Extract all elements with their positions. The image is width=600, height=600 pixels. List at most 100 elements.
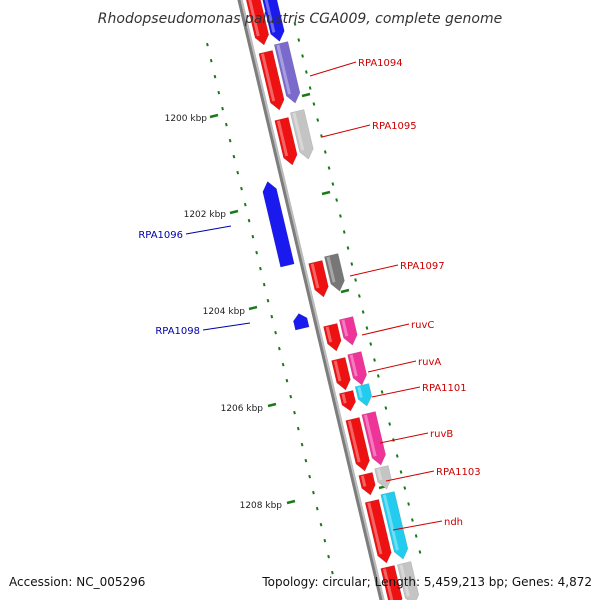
gene-label-ruvb[interactable]: ruvB bbox=[430, 429, 453, 440]
scale-dot-left bbox=[323, 538, 327, 543]
scale-dot-left bbox=[221, 106, 224, 111]
scale-tick-mark bbox=[229, 209, 239, 215]
gene-label-rpa1095[interactable]: RPA1095 bbox=[372, 121, 417, 132]
gene-arrow-ruva-shine bbox=[333, 360, 342, 382]
gene-arrow-rpa1101-shine bbox=[341, 393, 347, 404]
gene-box-rpa1094 bbox=[273, 41, 301, 104]
gene-box-bottom-shine bbox=[399, 564, 410, 597]
gene-box-ruvc bbox=[338, 316, 358, 346]
scale-dots bbox=[206, 22, 422, 575]
scale-dot-right bbox=[297, 38, 301, 42]
scale-dot-left bbox=[270, 314, 274, 319]
gene-box-top-shine bbox=[264, 0, 276, 33]
scale-dot-right bbox=[365, 326, 369, 330]
gene-box-rpa1097 bbox=[324, 253, 345, 292]
scale-dot-right bbox=[361, 310, 365, 314]
scale-dot-left bbox=[236, 170, 240, 175]
scale-dot-left bbox=[209, 58, 213, 63]
gene-label-rpa1098[interactable]: RPA1098 bbox=[155, 326, 200, 337]
gene-arrow-rpa1094 bbox=[258, 50, 285, 111]
scale-tick-mark bbox=[267, 402, 277, 408]
gene-label-ruvc[interactable]: ruvC bbox=[411, 320, 434, 331]
scale-tick-mark bbox=[286, 499, 296, 505]
scale-dot-left bbox=[266, 298, 270, 303]
scale-dot-left bbox=[327, 554, 330, 559]
scale-dot-left bbox=[312, 490, 315, 495]
scale-dot-left bbox=[331, 570, 334, 575]
scale-dot-left bbox=[243, 202, 247, 207]
backbone-highlight bbox=[240, 0, 385, 600]
leader-line-forward bbox=[392, 520, 443, 531]
scale-dot-right bbox=[342, 230, 346, 234]
gene-box-ruva bbox=[347, 351, 368, 386]
scale-dot-left bbox=[224, 122, 228, 127]
gene-arrow-rpa1097-shine bbox=[310, 263, 320, 289]
genome-summary-text: Topology: circular; Length: 5,459,213 bp… bbox=[261, 575, 592, 589]
scale-dot-left bbox=[262, 282, 266, 287]
gene-box-ndh bbox=[380, 491, 409, 560]
gene-arrow-rpa1095-shine bbox=[276, 120, 289, 157]
gene-arrow-rpa1096 bbox=[262, 180, 295, 268]
scale-dot-left bbox=[300, 442, 304, 447]
leader-line-forward bbox=[371, 386, 421, 398]
gene-box-rpa1103 bbox=[374, 465, 392, 490]
gene-box-ruva-shine bbox=[349, 354, 358, 377]
scale-dot-right bbox=[323, 150, 327, 154]
scale-dot-left bbox=[232, 154, 236, 159]
gene-label-ndh[interactable]: ndh bbox=[444, 517, 463, 528]
scale-dot-right bbox=[358, 294, 361, 298]
scale-dot-right bbox=[395, 454, 399, 458]
scale-tick-mark bbox=[209, 113, 219, 119]
scale-dot-left bbox=[274, 330, 277, 335]
scale-dot-right bbox=[388, 422, 392, 426]
gene-box-ndh-shine bbox=[382, 494, 399, 551]
scale-dot-right bbox=[350, 262, 354, 266]
scale-dot-left bbox=[247, 218, 251, 223]
gene-arrow-top bbox=[245, 0, 270, 46]
gene-label-rpa1096[interactable]: RPA1096 bbox=[138, 230, 183, 241]
scale-dot-right bbox=[354, 278, 357, 282]
gene-label-leaders bbox=[185, 61, 443, 531]
scale-dot-right bbox=[418, 550, 422, 554]
gene-label-rpa1097[interactable]: RPA1097 bbox=[400, 261, 445, 272]
scale-dot-right bbox=[308, 86, 312, 90]
leader-line-forward bbox=[367, 360, 417, 373]
scale-dot-left bbox=[293, 410, 296, 415]
scale-dot-left bbox=[296, 426, 300, 431]
leader-line-forward bbox=[361, 323, 410, 336]
gene-arrow-rpa1095 bbox=[274, 117, 298, 166]
leader-line-forward bbox=[385, 470, 435, 482]
tick-label-1204: 1204 kbp bbox=[203, 307, 246, 317]
scale-dot-right bbox=[346, 246, 350, 250]
gene-arrow-ruvb-shine bbox=[347, 420, 361, 463]
gene-arrow-rpa1101 bbox=[338, 390, 356, 412]
scale-dot-right bbox=[327, 166, 331, 170]
map-title: Rhodopseudomonas palustris CGA009, compl… bbox=[98, 11, 502, 27]
scale-dot-right bbox=[335, 198, 339, 202]
scale-dot-right bbox=[293, 22, 297, 26]
leader-line-forward bbox=[321, 124, 371, 138]
gene-label-rpa1103[interactable]: RPA1103 bbox=[436, 467, 481, 478]
scale-dot-left bbox=[255, 250, 259, 255]
leader-line-forward bbox=[349, 264, 399, 277]
scale-tick-mark-right bbox=[340, 288, 350, 294]
gene-label-rpa1101[interactable]: RPA1101 bbox=[422, 383, 467, 394]
gene-arrow-ruva bbox=[331, 357, 351, 391]
gene-label-rpa1094[interactable]: RPA1094 bbox=[358, 58, 403, 69]
scale-tick-mark-right bbox=[321, 190, 331, 196]
leader-line-reverse bbox=[185, 225, 232, 235]
gene-arrow-bottom-shine bbox=[382, 568, 394, 600]
scale-dot-right bbox=[380, 390, 384, 394]
accession-text: Accession: NC_005296 bbox=[9, 575, 145, 589]
gene-label-ruva[interactable]: ruvA bbox=[418, 357, 441, 368]
scale-dot-left bbox=[217, 90, 221, 95]
scale-dot-right bbox=[304, 70, 308, 74]
gene-arrow-rpa1094-shine bbox=[261, 53, 276, 102]
gene-box-rpa1095 bbox=[289, 109, 314, 160]
scale-dot-left bbox=[251, 234, 255, 239]
scale-dot-left bbox=[213, 74, 217, 79]
scale-dot-right bbox=[339, 214, 342, 218]
gene-arrow-ruvc-shine bbox=[325, 326, 333, 343]
tick-label-1202: 1202 kbp bbox=[184, 210, 227, 220]
leader-line-forward bbox=[309, 61, 357, 77]
